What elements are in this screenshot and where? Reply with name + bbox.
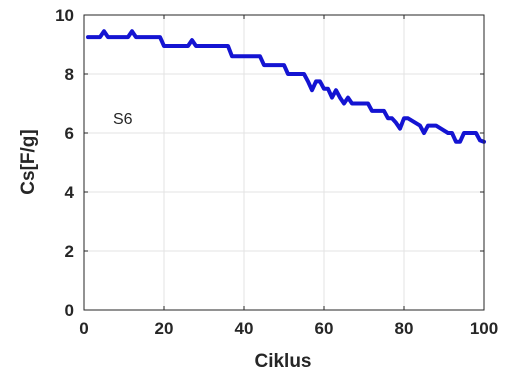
y-tick-label: 4 (65, 183, 75, 202)
x-tick-label: 20 (155, 319, 174, 338)
plot-frame (83, 14, 485, 311)
y-tick-label: 2 (65, 242, 74, 261)
y-tick-label: 8 (65, 65, 74, 84)
series-annotation-label: S6 (113, 111, 133, 128)
y-tick-label: 0 (65, 301, 74, 320)
x-axis-title: Ciklus (254, 351, 311, 372)
y-axis-title: Cs[F/g] (18, 129, 39, 194)
x-tick-label: 100 (470, 319, 498, 338)
y-tick-label: 6 (65, 124, 74, 143)
series-layer (86, 29, 486, 144)
x-tick-label: 40 (235, 319, 254, 338)
x-tick-label: 0 (79, 319, 88, 338)
grid (83, 14, 485, 311)
y-tick-label: 10 (55, 6, 74, 25)
ticks: 0 20 40 60 80 100 0 2 4 6 8 10 (55, 6, 498, 338)
series-line (86, 29, 486, 144)
x-tick-label: 80 (395, 319, 414, 338)
x-tick-label: 60 (315, 319, 334, 338)
